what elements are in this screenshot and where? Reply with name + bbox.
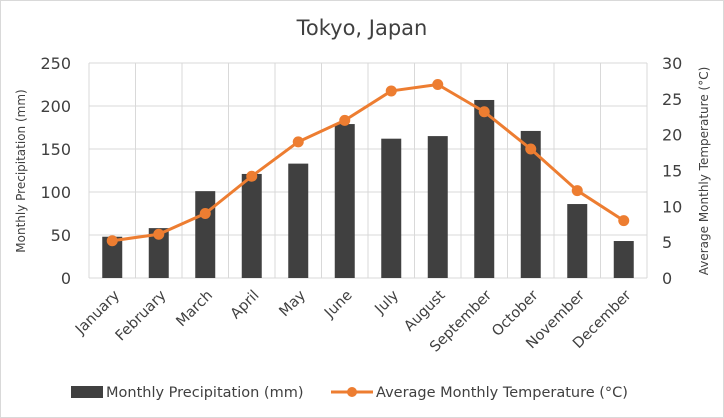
point-may <box>292 136 304 148</box>
y2-tick-label: 20 <box>662 126 682 145</box>
point-september <box>478 106 490 118</box>
bar-october <box>520 130 541 278</box>
point-april <box>246 170 258 182</box>
y2-axis-label: Average Monthly Temperature (°C) <box>697 67 711 276</box>
bar-august <box>427 136 448 278</box>
point-january <box>106 235 118 247</box>
y2-tick-label: 30 <box>662 54 682 73</box>
y-tick-label: 100 <box>40 183 71 202</box>
legend: Monthly Precipitation (mm) Average Month… <box>71 385 628 401</box>
temperature-line <box>112 83 625 243</box>
y-axis-label: Monthly Precipitation (mm) <box>14 89 28 252</box>
point-august <box>432 79 444 90</box>
x-tick-label: February <box>113 287 170 344</box>
gridlines <box>88 62 648 279</box>
y-tick-label: 0 <box>61 269 71 288</box>
chart-title: Tokyo, Japan <box>296 16 428 40</box>
x-tick-label: May <box>277 287 310 320</box>
bar-march <box>195 191 216 278</box>
y2-tick-label: 5 <box>662 233 672 252</box>
x-tick-label: June <box>321 287 355 321</box>
legend-swatch-precipitation <box>71 386 103 398</box>
point-march <box>199 208 211 219</box>
y2-tick-label: 15 <box>662 162 682 181</box>
legend-label-temperature: Average Monthly Temperature (°C) <box>376 385 628 401</box>
bar-november <box>567 204 588 278</box>
y-tick-label: 50 <box>51 226 71 245</box>
point-february <box>153 228 165 240</box>
bar-february <box>148 228 169 278</box>
y2-tick-label: 25 <box>662 90 682 109</box>
point-december <box>618 215 630 227</box>
point-july <box>385 85 397 97</box>
bar-december <box>613 241 634 278</box>
legend-label-precipitation: Monthly Precipitation (mm) <box>106 385 303 401</box>
bar-june <box>334 124 355 278</box>
y-tick-label: 250 <box>40 54 71 73</box>
x-tick-label: July <box>372 287 403 318</box>
y2-tick-label: 10 <box>662 197 682 216</box>
point-june <box>339 114 351 126</box>
bar-july <box>381 138 402 278</box>
x-tick-label: March <box>174 288 217 331</box>
y-tick-label: 200 <box>40 97 71 116</box>
point-october <box>525 143 537 155</box>
legend-marker-temperature <box>347 387 357 397</box>
bar-may <box>288 163 309 278</box>
y2-tick-label: 0 <box>662 269 672 288</box>
bar-april <box>241 173 262 278</box>
line-series <box>106 79 630 247</box>
point-november <box>571 185 583 197</box>
x-tick-label: August <box>401 287 448 334</box>
bar-january <box>102 236 123 278</box>
y-tick-label: 150 <box>40 140 71 159</box>
bar-september <box>474 99 495 278</box>
x-tick-label: April <box>228 288 263 323</box>
